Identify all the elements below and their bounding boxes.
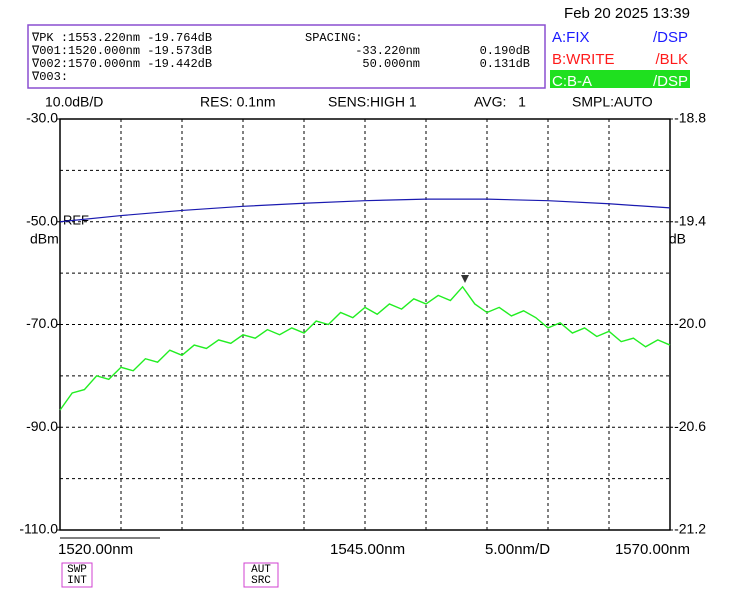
timestamp: Feb 20 2025 13:39: [564, 5, 690, 22]
trace-mode: /DSP: [653, 73, 688, 90]
trace-label: A:FIX: [552, 29, 590, 46]
button-frame: [243, 562, 279, 588]
y2-tick-label: -19.4: [674, 212, 706, 228]
button-label: AUT: [251, 564, 271, 576]
y-tick-label: -70.0: [26, 315, 58, 331]
trace-mode: /DSP: [653, 29, 688, 46]
button-label: SWP: [67, 564, 87, 576]
marker-cell: 50.000nm: [362, 57, 420, 71]
y-tick-label: -30.0: [26, 110, 58, 126]
status-item: SMPL:AUTO: [572, 94, 653, 110]
y-unit: dBm: [30, 231, 59, 247]
button-label: SRC: [251, 575, 271, 587]
trace-label: C:B-A: [552, 73, 592, 90]
scale-center: 1545.00nm: [330, 541, 405, 558]
y2-tick-label: -18.8: [674, 110, 706, 126]
y-tick-label: -90.0: [26, 418, 58, 434]
y2-unit: dB: [669, 231, 686, 247]
marker-cell: 0.190dB: [480, 44, 530, 58]
marker-cell: ∇002:1570.000nm -19.442dB: [31, 57, 212, 71]
y2-tick-label: -21.2: [674, 521, 706, 537]
y-tick-label: -110.0: [19, 521, 58, 537]
marker-cell: ∇003:: [31, 70, 68, 84]
marker-cell: -33.220nm: [355, 44, 420, 58]
scale-stop: 1570.00nm: [615, 541, 690, 558]
active-trace-bg: [550, 70, 690, 88]
button-frame: [61, 562, 93, 588]
button-label: INT: [67, 575, 87, 587]
y-tick-label: -50.0: [26, 212, 58, 228]
trace-label: B:WRITE: [552, 51, 615, 68]
trace-line: [59, 198, 671, 223]
scale-start: 1520.00nm: [58, 541, 133, 558]
marker-cell: 0.131dB: [480, 57, 530, 71]
trace-mode: /BLK: [655, 51, 688, 68]
status-item: SENS:HIGH 1: [328, 94, 417, 110]
marker-cell: SPACING:: [305, 31, 363, 45]
status-item: RES: 0.1nm: [200, 94, 275, 110]
marker-cell: ∇PK :1553.220nm -19.764dB: [31, 31, 212, 45]
trace-line: [59, 285, 671, 411]
status-item: AVG: 1: [474, 94, 526, 110]
y2-tick-label: -20.0: [674, 315, 706, 331]
marker-cell: ∇001:1520.000nm -19.573dB: [31, 44, 212, 58]
peak-marker: [461, 275, 469, 283]
y2-tick-label: -20.6: [674, 418, 706, 434]
scale-span: 5.00nm/D: [485, 541, 550, 558]
marker-box: [27, 24, 546, 89]
status-item: 10.0dB/D: [45, 94, 103, 110]
